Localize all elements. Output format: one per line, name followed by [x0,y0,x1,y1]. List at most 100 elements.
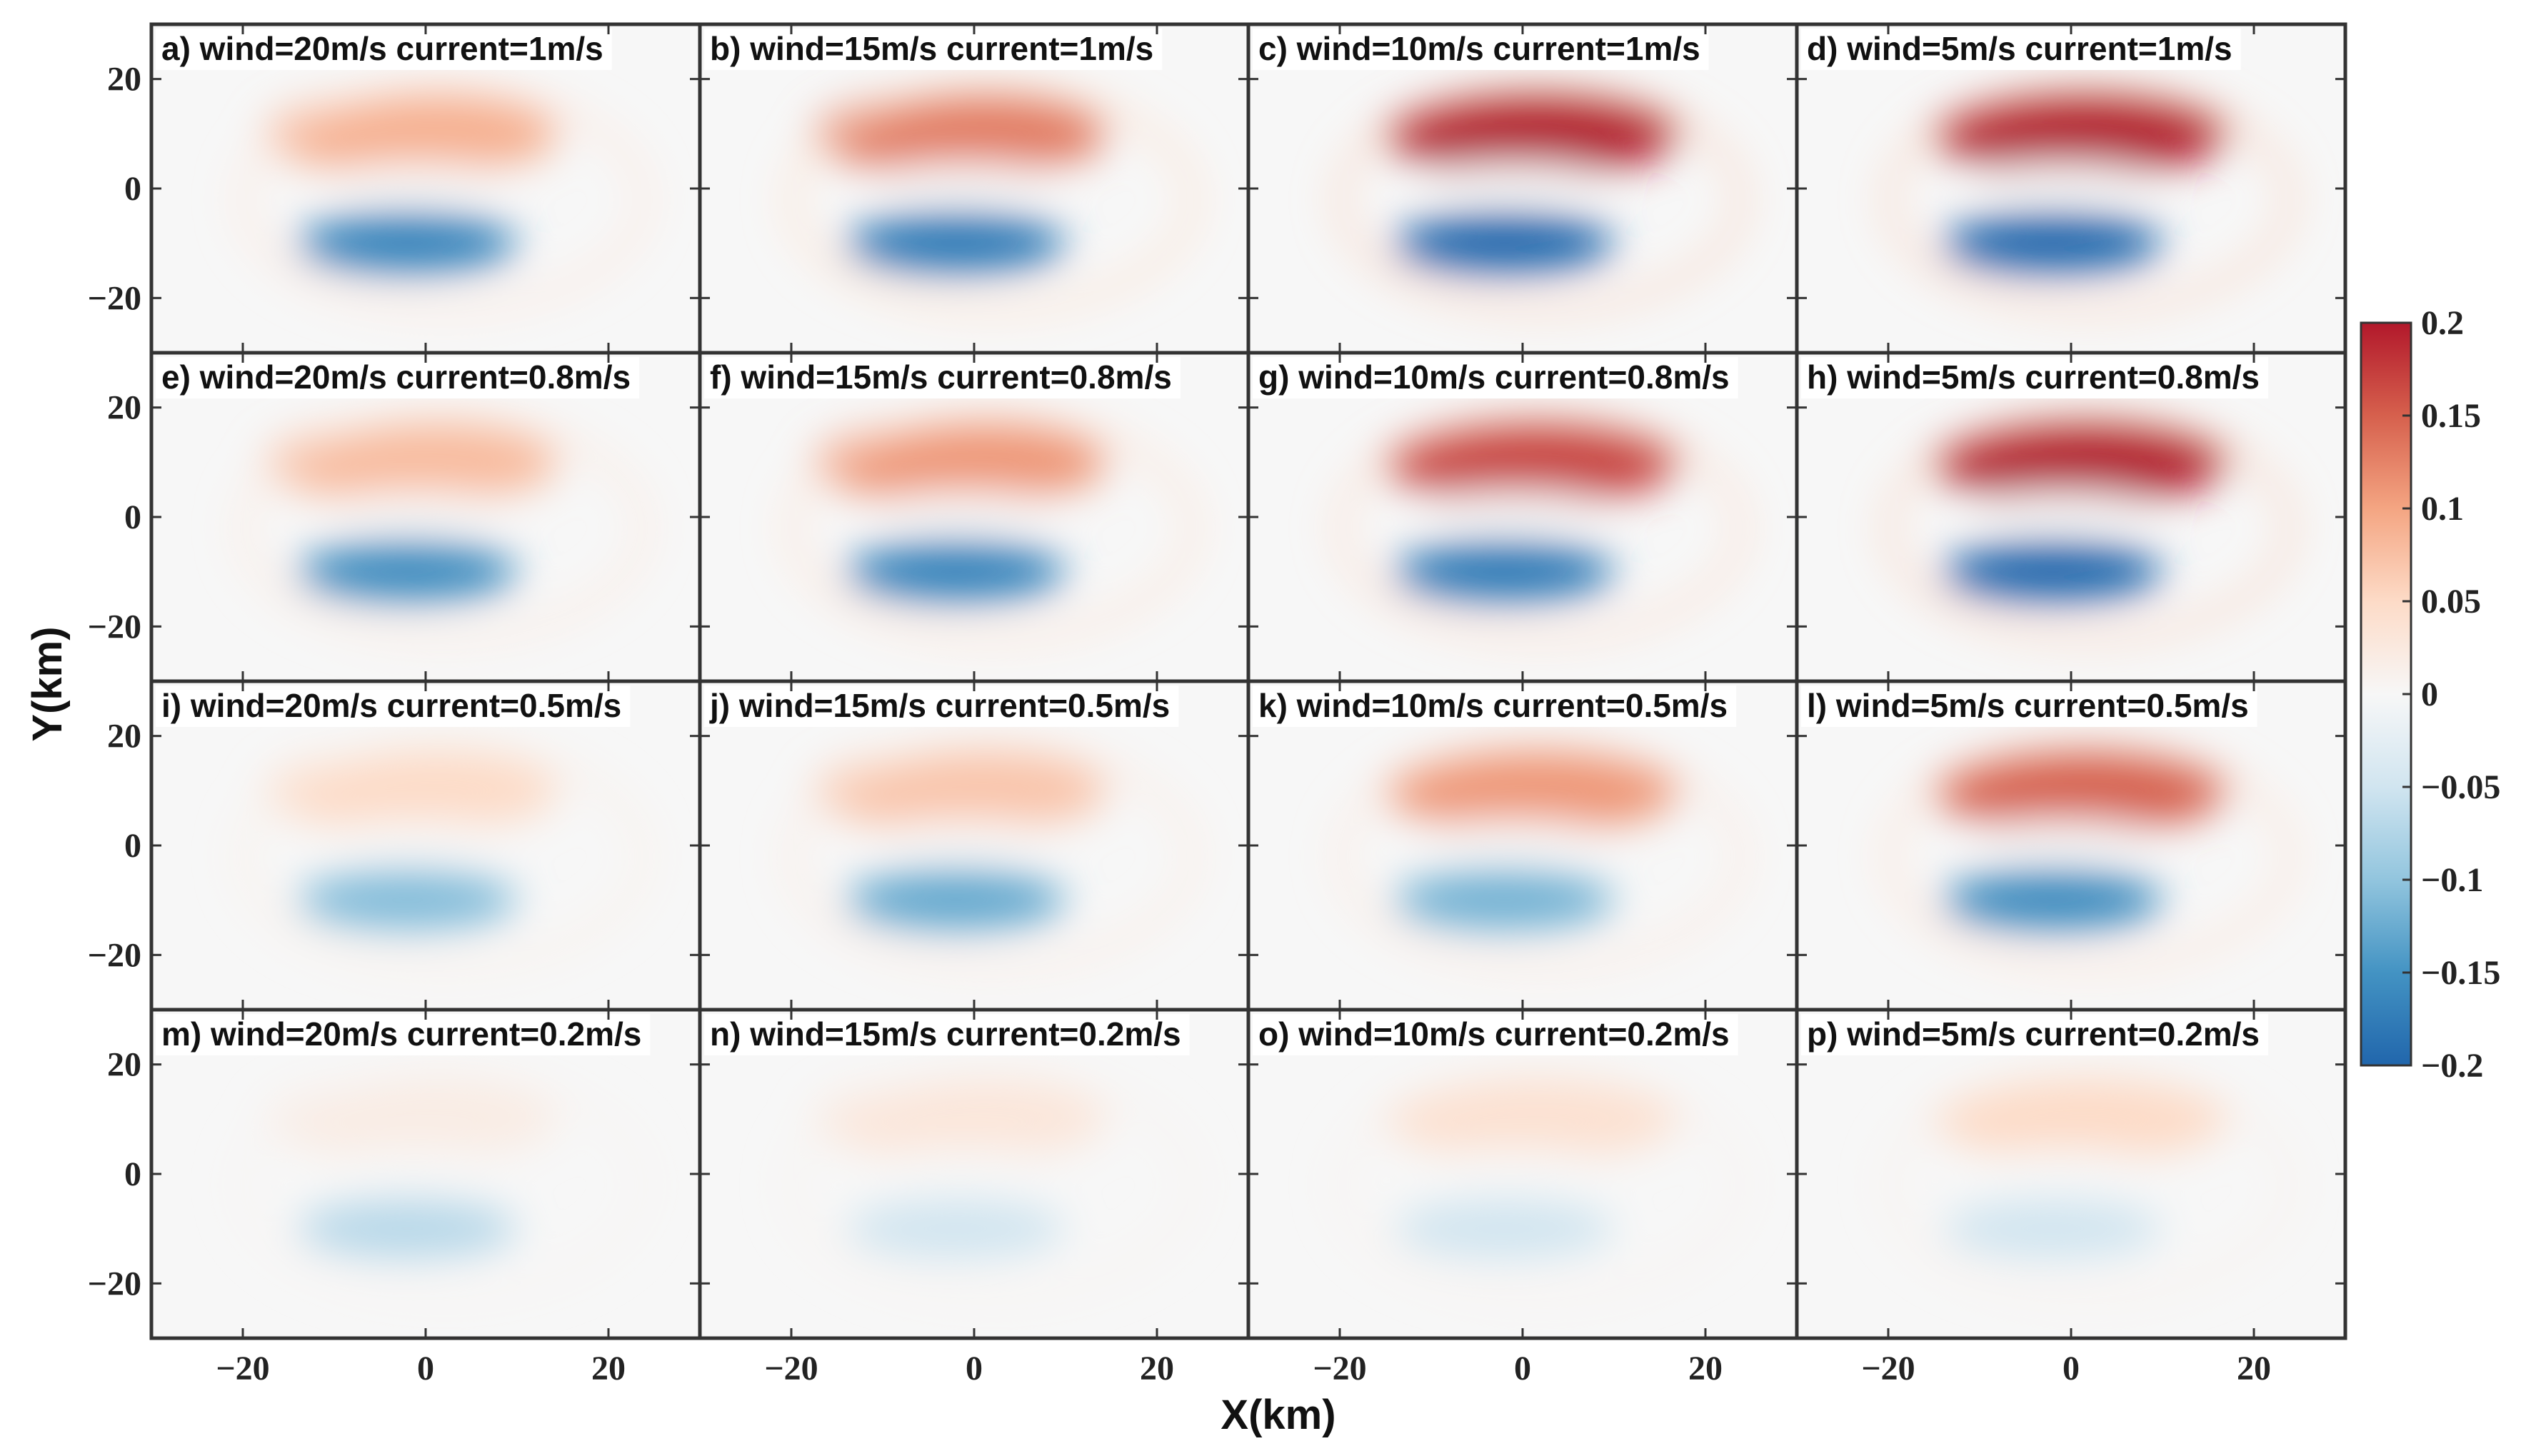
panel-b: b) wind=15m/s current=1m/s [698,22,1251,355]
panel-field [1333,84,1749,316]
panel-j: j) wind=15m/s current=0.5m/s [698,679,1251,1012]
panel-label: e) wind=20m/s current=0.8m/s [161,358,631,396]
y-tick-label: 20 [107,61,141,99]
positive-anomaly [1934,421,2227,503]
panel-m: m) wind=20m/s current=0.2m/s [149,1008,702,1340]
outer-ring [1333,412,1749,644]
positive-anomaly [266,421,558,503]
center-core [325,491,508,521]
panel-grid: a) wind=20m/s current=1m/s b) wind=15m/s … [149,22,2347,1340]
panel-label-bg [1253,29,1709,70]
outer-ring [236,740,652,973]
center-core [1422,163,1605,192]
y-tick-label: −20 [88,936,141,974]
x-tick-label: 0 [417,1350,434,1387]
panel-field [236,1069,652,1301]
center-core [1970,163,2154,192]
panel-g: g) wind=10m/s current=0.8m/s [1246,351,1799,683]
outer-ring [236,1069,652,1301]
panel-label-bg [1253,357,1738,398]
colorbar-tick-label: 0 [2421,676,2438,713]
panel-c: c) wind=10m/s current=1m/s [1246,22,1799,355]
center-core [1422,491,1605,521]
outer-ring [1882,412,2297,644]
negative-anomaly [846,870,1066,930]
panel-field [236,84,652,316]
panel-f: f) wind=15m/s current=0.8m/s [698,351,1251,683]
panel-field [236,740,652,973]
y-tick-label: −20 [88,1265,141,1302]
panel-label: m) wind=20m/s current=0.2m/s [161,1015,641,1053]
positive-anomaly [266,1078,558,1160]
panel-label: c) wind=10m/s current=1m/s [1258,30,1700,67]
panel-label-bg [704,29,1163,70]
outer-ring [1882,84,2297,316]
center-core [1422,820,1605,849]
panel-label: g) wind=10m/s current=0.8m/s [1258,358,1730,396]
panel-label: k) wind=10m/s current=0.5m/s [1258,687,1728,724]
panel-a: a) wind=20m/s current=1m/s [149,22,702,355]
x-tick-label: 20 [1140,1350,1174,1387]
y-tick-label: 20 [107,389,141,427]
positive-anomaly [1385,92,1678,175]
panel-field [236,412,652,644]
y-tick-label: 20 [107,718,141,755]
panel-field [1882,740,2297,973]
panel-label-bg [156,1014,651,1055]
colorbar-tick-label: 0.1 [2421,490,2464,528]
panel-label-bg [1801,29,2241,70]
panel-i: i) wind=20m/s current=0.5m/s [149,679,702,1012]
negative-anomaly [1943,541,2162,602]
positive-anomaly [814,92,1107,175]
panel-n: n) wind=15m/s current=0.2m/s [698,1008,1251,1340]
positive-anomaly [814,421,1107,503]
negative-anomaly [846,213,1066,273]
negative-anomaly [297,213,517,273]
y-tick-label: 0 [124,1155,141,1193]
x-tick-label: 20 [1688,1350,1723,1387]
panel-label: i) wind=20m/s current=0.5m/s [161,687,621,724]
negative-anomaly [297,1198,517,1259]
panel-p: p) wind=5m/s current=0.2m/s [1795,1008,2347,1340]
panel-field [1882,84,2297,316]
panel-field [785,1069,1201,1301]
panel-field [1333,1069,1749,1301]
colorbar-tick-label: 0.2 [2421,304,2464,342]
axes-ticks: 20 0 −20 20 0 −20 20 0 −20 20 0 −20 −20 0 20 −20 0 20 −20 0… [88,61,2271,1387]
panel-label: n) wind=15m/s current=0.2m/s [710,1015,1181,1053]
outer-ring [785,84,1201,316]
outer-ring [785,412,1201,644]
panel-label-bg [704,1014,1190,1055]
panel-e: e) wind=20m/s current=0.8m/s [149,351,702,683]
colorbar-tick-label: −0.05 [2421,768,2500,806]
panel-label: o) wind=10m/s current=0.2m/s [1258,1015,1730,1053]
x-tick-label: 20 [2237,1350,2271,1387]
center-core [1422,1148,1605,1178]
panel-label-bg [156,686,631,727]
panel-field [1882,1069,2297,1301]
y-tick-label: 0 [124,827,141,865]
positive-anomaly [1934,749,2227,832]
outer-ring [1333,1069,1749,1301]
positive-anomaly [814,1078,1107,1160]
panel-field [785,412,1201,644]
negative-anomaly [1394,213,1614,273]
center-core [1970,491,2154,521]
negative-anomaly [1943,870,2162,930]
negative-anomaly [297,541,517,602]
panel-label: l) wind=5m/s current=0.5m/s [1807,687,2249,724]
outer-ring [785,1069,1201,1301]
negative-anomaly [1394,541,1614,602]
negative-anomaly [1943,1198,2162,1259]
negative-anomaly [846,541,1066,602]
positive-anomaly [266,749,558,832]
outer-ring [1882,1069,2297,1301]
center-core [325,1148,508,1178]
colorbar-tick-label: −0.1 [2421,861,2483,899]
panel-label: h) wind=5m/s current=0.8m/s [1807,358,2260,396]
panel-field [1882,412,2297,644]
positive-anomaly [1385,1078,1678,1160]
outer-ring [785,740,1201,973]
colorbar-tick-label: 0.15 [2421,397,2481,435]
